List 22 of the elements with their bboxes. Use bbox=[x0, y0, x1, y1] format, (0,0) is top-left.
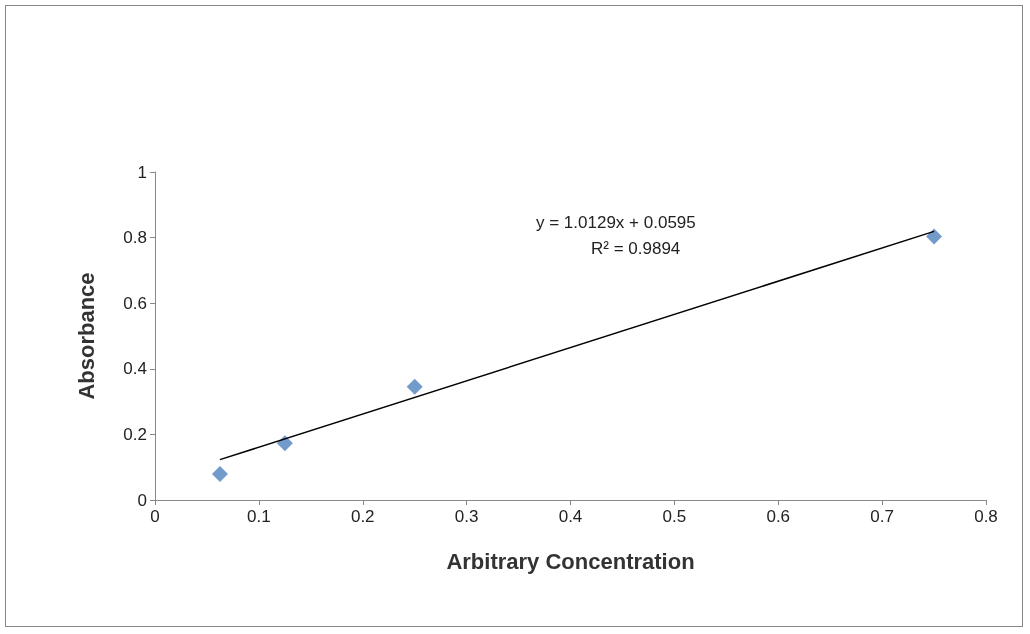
x-tick-label: 0 bbox=[150, 507, 160, 526]
x-tick-label: 0.8 bbox=[974, 507, 998, 526]
y-tick-label: 0 bbox=[137, 490, 147, 510]
x-tick-label: 0.1 bbox=[247, 507, 271, 526]
annotation: R² = 0.9894 bbox=[591, 239, 681, 258]
x-tick-label: 0.6 bbox=[766, 507, 791, 526]
point bbox=[406, 378, 423, 395]
y-axis-title: Absorbance bbox=[73, 272, 99, 400]
x-axis-title: Arbitrary Concentration bbox=[446, 548, 695, 574]
x-tick-label: 0.5 bbox=[662, 507, 687, 526]
x-tick-label: 0.3 bbox=[454, 507, 479, 526]
x-tick-label: 0.4 bbox=[558, 507, 583, 526]
x-tick-label: 0.2 bbox=[350, 507, 375, 526]
y-tick-label: 0.2 bbox=[123, 424, 147, 444]
y-tick-label: 1 bbox=[137, 162, 147, 182]
y-tick-label: 0.8 bbox=[123, 228, 147, 248]
y-tick-label: 0.6 bbox=[123, 293, 147, 313]
annotation: y = 1.0129x + 0.0595 bbox=[536, 213, 696, 232]
x-tick-label: 0.7 bbox=[870, 507, 894, 526]
point bbox=[926, 228, 943, 245]
point bbox=[211, 466, 228, 483]
y-tick-label: 0.4 bbox=[123, 359, 147, 379]
